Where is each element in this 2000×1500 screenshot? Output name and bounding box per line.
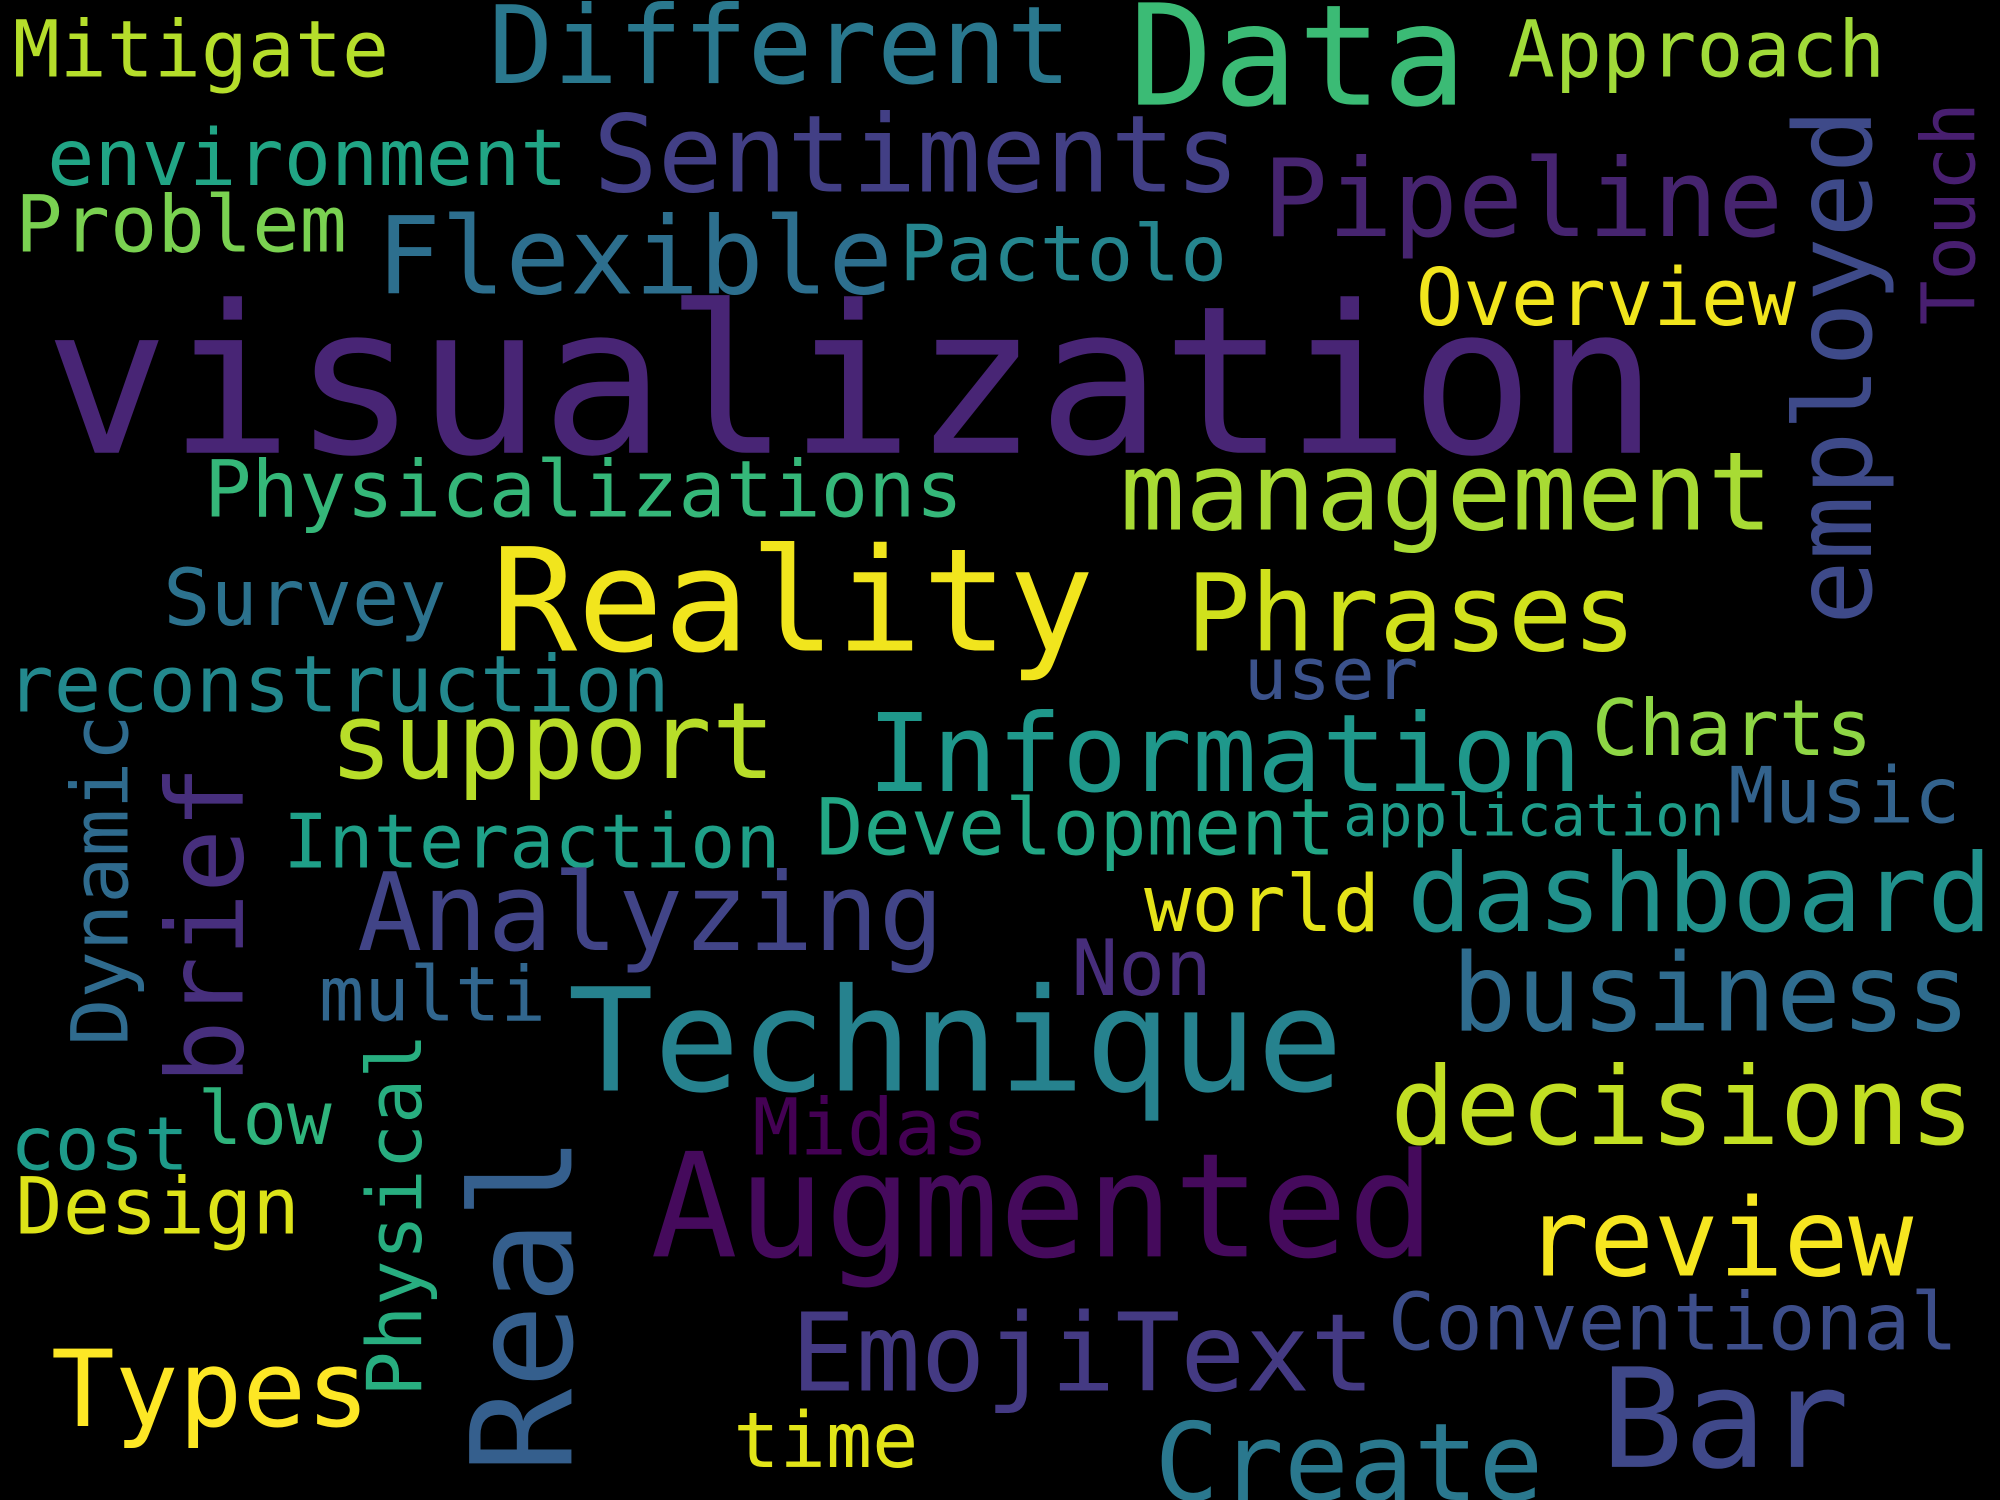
word: Bar <box>1601 1340 1850 1500</box>
word: dashboard <box>1407 832 1992 957</box>
word: Dynamic <box>55 714 147 1046</box>
word: Technique <box>568 958 1344 1125</box>
word: management <box>1120 428 1773 555</box>
word: Design <box>15 1160 299 1252</box>
word: Reality <box>491 518 1094 685</box>
word: Sentiments <box>593 92 1240 217</box>
word: multi <box>319 950 546 1038</box>
word: Pipeline <box>1263 137 1783 262</box>
word: decisions <box>1390 1045 1974 1170</box>
word: business <box>1452 932 1971 1057</box>
word: Charts <box>1592 684 1873 774</box>
word: Pactolo <box>899 210 1227 300</box>
word: Interaction <box>283 797 780 885</box>
word: Overview <box>1416 252 1797 344</box>
word: employed <box>1772 108 1897 625</box>
word: review <box>1524 1177 1913 1302</box>
word: Non <box>1071 924 1211 1014</box>
word: Music <box>1728 752 1960 842</box>
word: world <box>1144 859 1380 950</box>
word: Approach <box>1508 5 1886 96</box>
word: support <box>329 680 775 803</box>
word: Mitigate <box>13 5 389 96</box>
word: cost <box>10 1102 189 1188</box>
word: Different <box>489 0 1072 109</box>
word: Real <box>442 1135 605 1473</box>
word: Create <box>1154 1401 1543 1500</box>
word: brief <box>144 765 267 1084</box>
word: Phrases <box>1186 553 1636 677</box>
word: Problem <box>15 178 347 270</box>
word: Data <box>1129 0 1467 139</box>
word: Types <box>51 1328 370 1451</box>
word: low <box>198 1076 332 1162</box>
word: Survey <box>163 553 446 644</box>
word: visualization <box>45 262 1659 502</box>
word: environment <box>47 112 567 204</box>
word: Midas <box>753 1082 989 1173</box>
word: reconstruction <box>6 639 669 731</box>
word: Touch <box>1906 102 1992 325</box>
word: Physical <box>351 1033 439 1397</box>
word: user <box>1244 633 1419 717</box>
word: Conventional <box>1388 1276 1958 1368</box>
word: Augmented <box>651 1123 1435 1291</box>
word: EmojiText <box>791 1291 1375 1416</box>
word: Analyzing <box>357 849 944 976</box>
word: Development <box>816 783 1335 874</box>
word: application <box>1343 781 1724 849</box>
word: time <box>733 1397 918 1486</box>
word: Physicalizations <box>204 444 963 536</box>
word: Information <box>867 692 1581 817</box>
word: Flexible <box>376 194 893 319</box>
